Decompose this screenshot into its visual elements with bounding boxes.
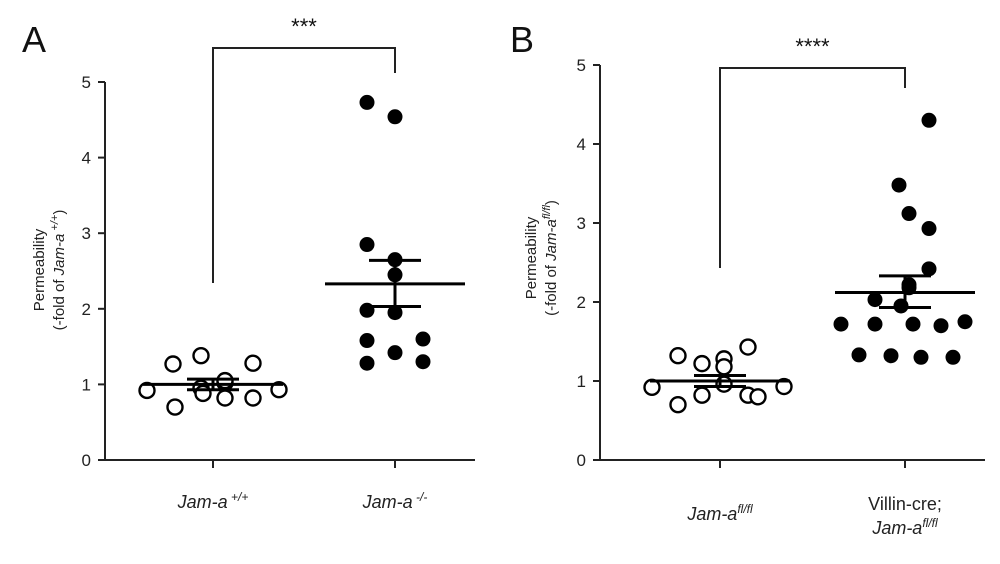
y-tick-label: 5 bbox=[82, 73, 91, 92]
category-label-gene: Jam-a bbox=[871, 518, 922, 538]
data-point bbox=[921, 221, 937, 237]
y-tick-label: 4 bbox=[577, 135, 586, 154]
data-point bbox=[244, 389, 262, 407]
data-point bbox=[693, 386, 711, 404]
y-tick-label: 2 bbox=[577, 293, 586, 312]
data-point bbox=[164, 355, 182, 373]
panel-label: B bbox=[510, 19, 534, 60]
y-axis-title-line2: (-fold of Jam-afl/fl) bbox=[541, 200, 560, 316]
data-point bbox=[669, 347, 687, 365]
data-point bbox=[715, 358, 733, 376]
data-point bbox=[359, 333, 375, 349]
data-point bbox=[749, 388, 767, 406]
significance-bracket bbox=[212, 47, 396, 283]
category-label-gene: Jam-a bbox=[686, 504, 737, 524]
y-axis-title-line1: Permeability bbox=[523, 216, 540, 299]
y-tick-label: 3 bbox=[82, 224, 91, 243]
y-tick-label: 5 bbox=[577, 56, 586, 75]
category-label-sup: +/+ bbox=[228, 490, 249, 504]
y-axis-title-line1: Permeability bbox=[31, 228, 48, 311]
data-point bbox=[387, 345, 403, 361]
y-axis-title-line2: (-fold of Jam-a +/+) bbox=[49, 210, 68, 331]
data-point bbox=[359, 355, 375, 371]
y-axis-title-suffix: ) bbox=[543, 200, 560, 205]
data-point bbox=[192, 346, 210, 365]
data-point bbox=[415, 331, 431, 347]
data-point bbox=[166, 398, 184, 416]
y-tick-label: 0 bbox=[577, 451, 586, 470]
data-point bbox=[891, 177, 907, 193]
y-axis-title-suffix: ) bbox=[51, 210, 68, 215]
significance-label: *** bbox=[291, 14, 317, 39]
panel-label: A bbox=[22, 19, 46, 60]
y-axis-title-prefix: (-fold of bbox=[51, 275, 68, 330]
data-point bbox=[867, 292, 883, 308]
y-axis-title-gene: Jam-a bbox=[51, 234, 68, 277]
significance-bracket bbox=[719, 67, 906, 268]
y-axis-title-sup: +/+ bbox=[49, 214, 61, 234]
data-point bbox=[270, 380, 288, 399]
y-tick-label: 1 bbox=[577, 372, 586, 391]
data-point bbox=[693, 354, 711, 373]
group-2: Jam-a -/- bbox=[325, 94, 465, 512]
data-point bbox=[359, 237, 375, 253]
y-tick-label: 0 bbox=[82, 451, 91, 470]
category-label-sup: fl/fl bbox=[922, 516, 938, 530]
category-label-gene: Jam-a bbox=[362, 492, 413, 512]
panel-a: A 0 1 2 3 4 5 Permeability (-fold of Jam-a +/+) *… bbox=[22, 14, 475, 512]
category-label: Villin-cre; Jam-afl/fl bbox=[868, 494, 942, 538]
data-point bbox=[669, 396, 687, 414]
category-label-gene: Jam-a bbox=[177, 492, 228, 512]
data-point bbox=[945, 349, 961, 365]
category-label-sup: fl/fl bbox=[737, 502, 753, 516]
category-label: Jam-a +/+ bbox=[177, 490, 249, 512]
data-point bbox=[913, 349, 929, 365]
group-1: Jam-afl/fl bbox=[643, 338, 793, 524]
y-tick-label: 4 bbox=[82, 149, 91, 168]
significance-label: **** bbox=[795, 34, 830, 59]
data-point bbox=[244, 354, 262, 372]
y-tick-label: 1 bbox=[82, 375, 91, 394]
y-axis-title: Permeability (-fold of Jam-a +/+) bbox=[31, 210, 68, 331]
data-point bbox=[921, 261, 937, 277]
data-point bbox=[901, 206, 917, 222]
data-point bbox=[739, 338, 757, 356]
data-point bbox=[833, 316, 849, 332]
y-tick-label: 3 bbox=[577, 214, 586, 233]
y-axis-title-sup: fl/fl bbox=[541, 205, 553, 220]
data-point bbox=[387, 109, 403, 125]
group-1: Jam-a +/+ bbox=[138, 346, 288, 512]
data-point bbox=[775, 377, 793, 396]
data-point bbox=[921, 112, 937, 128]
data-point bbox=[957, 314, 973, 330]
data-point bbox=[415, 354, 431, 370]
data-point bbox=[867, 316, 883, 332]
data-point bbox=[905, 316, 921, 332]
category-label-sup: -/- bbox=[413, 490, 428, 504]
data-point bbox=[851, 347, 867, 363]
y-tick-label: 2 bbox=[82, 300, 91, 319]
y-axis-title-prefix: (-fold of bbox=[543, 261, 560, 316]
data-point bbox=[933, 318, 949, 334]
category-label: Jam-a -/- bbox=[362, 490, 428, 512]
category-label: Jam-afl/fl bbox=[686, 502, 753, 524]
category-label-line1: Villin-cre; bbox=[868, 494, 942, 514]
data-point bbox=[883, 348, 899, 364]
y-axis-title: Permeability (-fold of Jam-afl/fl) bbox=[523, 200, 560, 316]
y-axis-title-gene: Jam-a bbox=[543, 219, 560, 262]
data-point bbox=[359, 94, 375, 110]
data-point bbox=[216, 389, 234, 407]
group-2: Villin-cre; Jam-afl/fl bbox=[833, 112, 975, 538]
category-label-line2: Jam-afl/fl bbox=[871, 516, 938, 538]
